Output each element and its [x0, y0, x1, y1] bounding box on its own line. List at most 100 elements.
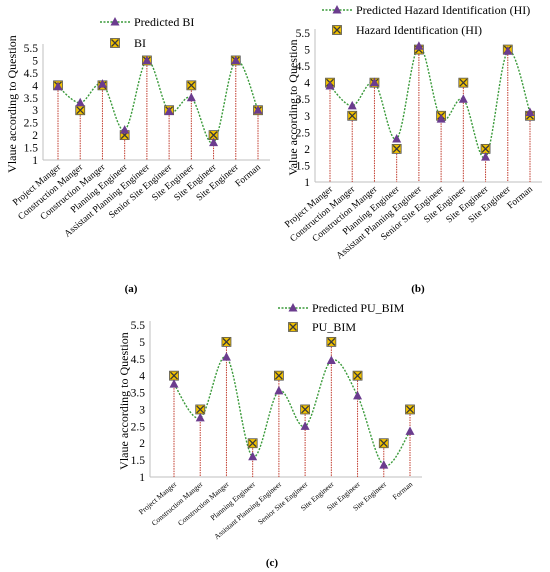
actual-point-cross: [187, 81, 196, 90]
legend-predicted-label: Predicted BI: [134, 15, 194, 29]
predicted-point-marker: [248, 451, 258, 461]
predicted-point-marker: [503, 46, 513, 55]
y-tick-label: 3.5: [296, 94, 311, 106]
actual-point-cross: [196, 405, 205, 414]
actual-point-cross: [170, 371, 178, 380]
predicted-point-marker: [53, 81, 63, 91]
y-tick-label: 5: [139, 337, 145, 349]
y-tick-label: 2: [304, 144, 310, 156]
actual-point-cross: [481, 144, 490, 153]
y-tick-label: 1.5: [296, 160, 311, 172]
predicted-point-marker: [525, 107, 535, 116]
y-tick-label: 1: [304, 177, 310, 189]
actual-point-cross: [248, 439, 257, 448]
predicted-point-marker: [231, 55, 241, 64]
actual-point-cross: [348, 111, 357, 120]
y-tick-label: 4: [304, 78, 310, 90]
y-tick-label: 5: [32, 55, 38, 67]
predicted-point-marker: [253, 105, 263, 114]
y-tick-label: 5.5: [296, 28, 311, 40]
predicted-point-marker: [369, 77, 379, 87]
legend-actual-cross: [289, 323, 297, 331]
y-tick-label: 2: [32, 130, 38, 142]
predicted-point-marker: [195, 412, 205, 422]
actual-point-cross: [459, 78, 468, 87]
y-tick-label: 4: [32, 80, 38, 92]
y-tick-label: 4: [139, 371, 145, 383]
predicted-point-marker: [221, 352, 231, 361]
predicted-point-marker: [186, 92, 196, 102]
panel-label: (a): [125, 283, 138, 295]
y-axis-label: Vlaue according to Question: [5, 35, 19, 173]
actual-point-cross: [327, 337, 336, 346]
predicted-series-line: [57, 59, 259, 144]
predicted-series-line: [173, 356, 411, 467]
actual-point-cross: [379, 439, 388, 448]
y-tick-label: 3: [304, 111, 310, 123]
predicted-point-marker: [325, 80, 335, 90]
legend-actual-label: BI: [134, 36, 146, 50]
predicted-point-marker: [481, 152, 491, 161]
x-tick-label: Forman: [234, 162, 263, 189]
y-tick-label: 2.5: [296, 127, 311, 139]
predicted-point-marker: [458, 94, 468, 103]
y-tick-label: 3.5: [131, 388, 146, 400]
legend-predicted-label: Predicted Hazard Identification (HI): [356, 3, 530, 17]
y-tick-label: 3.5: [24, 93, 39, 105]
panel-label: (b): [411, 283, 425, 295]
predicted-point-marker: [274, 385, 284, 395]
y-tick-label: 2: [139, 438, 145, 450]
predicted-point-marker: [120, 125, 130, 134]
legend-actual-cross: [111, 39, 119, 47]
legend-predicted-marker: [288, 303, 298, 312]
legend-actual-label: Hazard Identification (HI): [356, 23, 482, 37]
actual-point-cross: [406, 405, 414, 414]
actual-point-cross: [222, 337, 231, 346]
predicted-point-marker: [209, 137, 219, 147]
predicted-point-marker: [405, 426, 415, 435]
predicted-point-marker: [300, 421, 310, 430]
predicted-point-marker: [142, 55, 152, 64]
y-tick-label: 5.5: [24, 43, 39, 55]
legend-actual-label: PU_BIM: [312, 320, 356, 334]
y-axis-label: Vlaue according to Question: [117, 332, 131, 470]
y-tick-label: 1.5: [24, 143, 39, 155]
predicted-point-marker: [169, 379, 179, 388]
x-tick-label: Forman: [506, 184, 535, 211]
y-tick-label: 4.5: [24, 68, 39, 80]
y-tick-label: 1: [139, 472, 145, 484]
y-tick-label: 5: [304, 45, 310, 57]
legend-actual-cross: [333, 26, 341, 34]
y-tick-label: 4.5: [131, 354, 146, 366]
actual-point-cross: [76, 106, 85, 115]
actual-point-cross: [209, 131, 218, 140]
actual-point-cross: [274, 371, 283, 380]
legend-predicted-marker: [110, 17, 120, 26]
predicted-point-marker: [379, 460, 389, 469]
y-tick-label: 2.5: [131, 421, 146, 433]
actual-point-cross: [301, 405, 310, 414]
y-axis-label: Value according to Question: [286, 39, 300, 175]
y-tick-label: 2.5: [24, 118, 39, 130]
actual-point-cross: [392, 144, 401, 153]
x-tick-label: Forman: [391, 479, 415, 501]
predicted-point-marker: [392, 133, 402, 143]
predicted-point-marker: [347, 100, 357, 110]
y-tick-label: 1: [32, 155, 38, 167]
actual-point-cross: [353, 371, 362, 380]
predicted-point-marker: [353, 390, 363, 400]
y-tick-label: 3: [139, 404, 145, 416]
y-tick-label: 3: [32, 105, 38, 117]
predicted-series-line: [329, 45, 531, 159]
predicted-point-marker: [164, 106, 174, 115]
predicted-point-marker: [75, 97, 85, 107]
y-tick-label: 1.5: [131, 455, 146, 467]
predicted-point-marker: [414, 41, 424, 50]
y-tick-label: 5.5: [131, 320, 146, 332]
predicted-point-marker: [97, 79, 107, 88]
predicted-point-marker: [436, 114, 446, 123]
panel-label: (c): [266, 557, 279, 569]
